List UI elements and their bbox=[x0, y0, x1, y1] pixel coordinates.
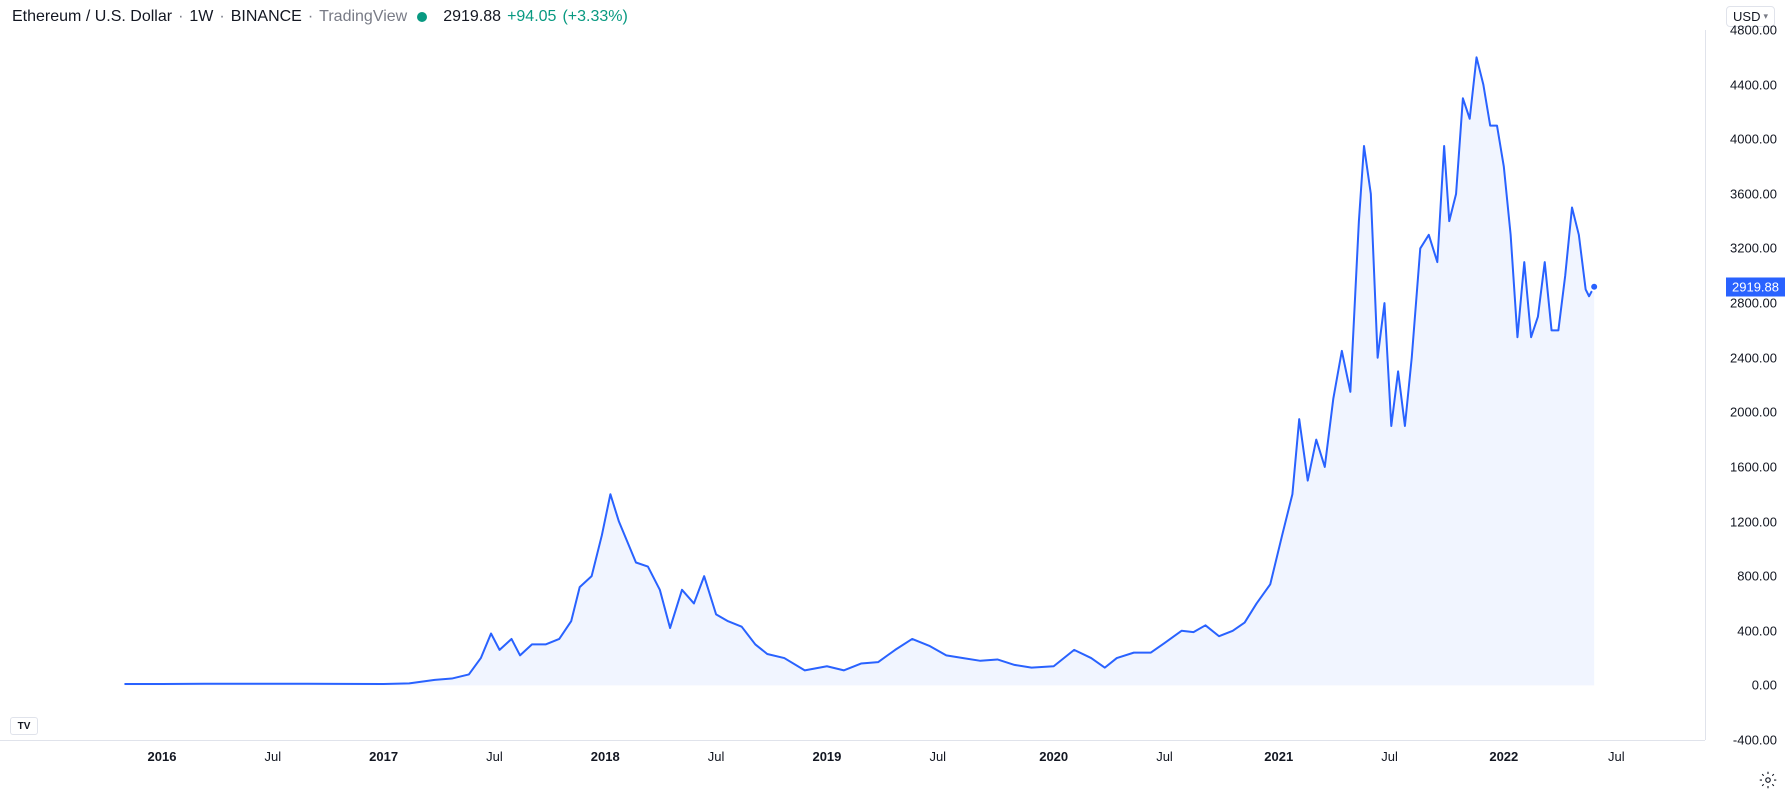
separator-dot: · bbox=[178, 8, 183, 26]
x-axis-label: 2021 bbox=[1264, 749, 1293, 764]
exchange-name: BINANCE bbox=[231, 8, 302, 26]
market-status-dot bbox=[417, 12, 427, 22]
y-axis-label: 1200.00 bbox=[1730, 514, 1777, 529]
separator-dot: · bbox=[308, 8, 313, 26]
y-axis-label: 800.00 bbox=[1737, 569, 1777, 584]
x-axis-label: 2016 bbox=[148, 749, 177, 764]
chart-header: Ethereum / U.S. Dollar · 1W · BINANCE · … bbox=[12, 8, 628, 26]
y-axis-label: 2000.00 bbox=[1730, 405, 1777, 420]
current-price-tag: 2919.88 bbox=[1726, 277, 1785, 296]
x-axis-label: 2017 bbox=[369, 749, 398, 764]
y-axis-label: 1600.00 bbox=[1730, 459, 1777, 474]
chart-plot-area[interactable] bbox=[0, 30, 1705, 740]
y-axis-label: -400.00 bbox=[1733, 733, 1777, 748]
y-axis[interactable]: -400.000.00400.00800.001200.001600.00200… bbox=[1705, 30, 1785, 740]
y-axis-label: 4400.00 bbox=[1730, 77, 1777, 92]
separator-dot: · bbox=[219, 8, 224, 26]
y-axis-label: 3200.00 bbox=[1730, 241, 1777, 256]
settings-gear-icon[interactable] bbox=[1759, 771, 1777, 789]
y-axis-label: 2800.00 bbox=[1730, 296, 1777, 311]
y-axis-label: 3600.00 bbox=[1730, 186, 1777, 201]
tradingview-logo-icon[interactable]: TV bbox=[10, 717, 38, 735]
current-price: 2919.88 bbox=[443, 8, 501, 26]
source-name: TradingView bbox=[319, 8, 407, 26]
timeframe[interactable]: 1W bbox=[189, 8, 213, 26]
y-axis-label: 4800.00 bbox=[1730, 23, 1777, 38]
x-axis-label: Jul bbox=[1608, 749, 1625, 764]
y-axis-label: 4000.00 bbox=[1730, 132, 1777, 147]
x-axis-label: 2020 bbox=[1039, 749, 1068, 764]
y-axis-label: 0.00 bbox=[1752, 678, 1777, 693]
x-axis-label: Jul bbox=[1381, 749, 1398, 764]
x-axis-label: Jul bbox=[708, 749, 725, 764]
y-axis-label: 2400.00 bbox=[1730, 350, 1777, 365]
x-axis-label: Jul bbox=[929, 749, 946, 764]
x-axis-label: Jul bbox=[1156, 749, 1173, 764]
y-axis-label: 400.00 bbox=[1737, 623, 1777, 638]
x-axis-label: Jul bbox=[486, 749, 503, 764]
symbol-name[interactable]: Ethereum / U.S. Dollar bbox=[12, 8, 172, 26]
x-axis-label: 2018 bbox=[591, 749, 620, 764]
price-chart-svg bbox=[0, 30, 1705, 740]
x-axis-label: Jul bbox=[264, 749, 281, 764]
price-change-abs: +94.05 bbox=[507, 8, 556, 26]
x-axis[interactable]: 2016 Jul 2017 Jul 2018 Jul 2019 Jul 2020 Jul 2021 J… bbox=[0, 740, 1705, 795]
x-axis-label: 2022 bbox=[1489, 749, 1518, 764]
price-change-pct: (+3.33%) bbox=[562, 8, 627, 26]
x-axis-label: 2019 bbox=[812, 749, 841, 764]
